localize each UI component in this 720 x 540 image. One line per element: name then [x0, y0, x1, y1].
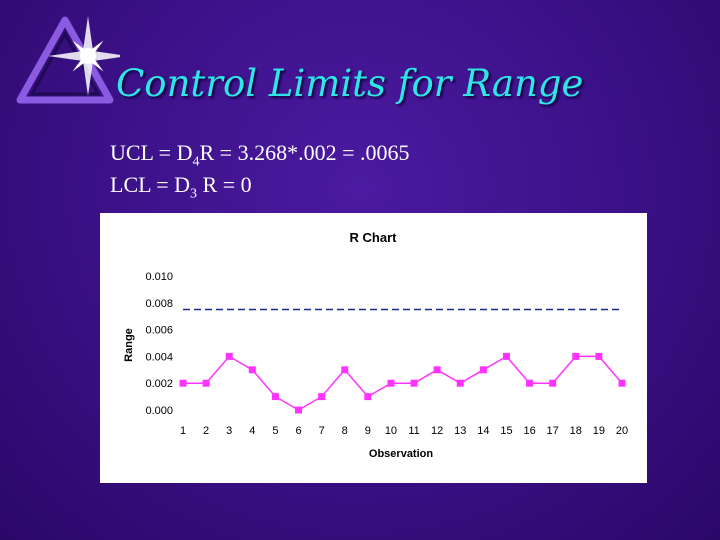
data-point: [410, 379, 418, 387]
data-point: [456, 379, 464, 387]
x-tick-label: 7: [319, 425, 325, 437]
data-point: [549, 379, 557, 387]
y-tick-label: 0.000: [145, 405, 173, 417]
data-point: [526, 379, 534, 387]
x-tick-label: 3: [226, 425, 232, 437]
ucl-equation: UCL = D4R = 3.268*.002 = .0065: [110, 140, 409, 170]
data-point: [341, 366, 349, 374]
y-axis-label: Range: [123, 328, 135, 362]
x-tick-label: 5: [272, 425, 278, 437]
x-tick-label: 11: [408, 425, 419, 437]
x-tick-label: 18: [570, 425, 582, 437]
y-tick-label: 0.006: [145, 325, 173, 337]
x-tick-label: 15: [500, 425, 512, 437]
r-chart-svg: R Chart Range Observation 0.000 0.002 0.00…: [123, 230, 628, 460]
data-point: [618, 379, 626, 387]
ucl-text: UCL = D: [110, 140, 193, 165]
y-tick-label: 0.004: [145, 351, 173, 363]
data-point: [248, 366, 256, 374]
x-tick-label: 1: [180, 425, 186, 437]
lcl-text: LCL = D: [110, 172, 191, 197]
data-point: [271, 393, 279, 401]
data-point: [433, 366, 441, 374]
data-point: [387, 379, 395, 387]
x-tick-label: 4: [249, 425, 255, 437]
data-point: [179, 379, 187, 387]
x-tick-label: 14: [477, 425, 489, 437]
data-point: [502, 352, 510, 360]
ucl-value: R = 3.268*.002 = .0065: [199, 140, 410, 165]
y-tick-label: 0.010: [145, 271, 173, 283]
lcl-subscript: 3: [190, 186, 198, 202]
x-tick-label: 10: [385, 425, 397, 437]
chart-title: R Chart: [350, 230, 398, 245]
x-tick-label: 6: [295, 425, 301, 437]
y-tick-label: 0.008: [145, 298, 173, 310]
x-tick-label: 9: [365, 425, 371, 437]
ucl-subscript: 4: [192, 154, 200, 170]
data-point: [202, 379, 210, 387]
x-tick-label: 2: [203, 425, 209, 437]
data-point: [318, 393, 326, 401]
x-tick-label: 12: [431, 425, 443, 437]
x-tick-label: 17: [547, 425, 559, 437]
x-tick-label: 16: [523, 425, 535, 437]
data-point: [595, 352, 603, 360]
data-point: [295, 406, 303, 414]
slide-title: Control Limits for Range: [116, 62, 584, 105]
lcl-value: R = 0: [197, 172, 252, 197]
x-tick-label: 13: [454, 425, 466, 437]
star-logo-icon: [16, 16, 120, 104]
range-series-line: [183, 355, 623, 411]
data-point: [225, 352, 233, 360]
x-tick-label: 20: [616, 425, 628, 437]
r-chart: R Chart Range Observation 0.000 0.002 0.00…: [100, 213, 647, 483]
y-tick-label: 0.002: [145, 378, 173, 390]
data-point: [479, 366, 487, 374]
x-tick-label: 8: [342, 425, 348, 437]
data-point: [572, 352, 580, 360]
x-axis-label: Observation: [369, 448, 433, 460]
data-point: [364, 393, 372, 401]
x-tick-label: 19: [593, 425, 605, 437]
lcl-equation: LCL = D3 R = 0: [110, 172, 252, 202]
